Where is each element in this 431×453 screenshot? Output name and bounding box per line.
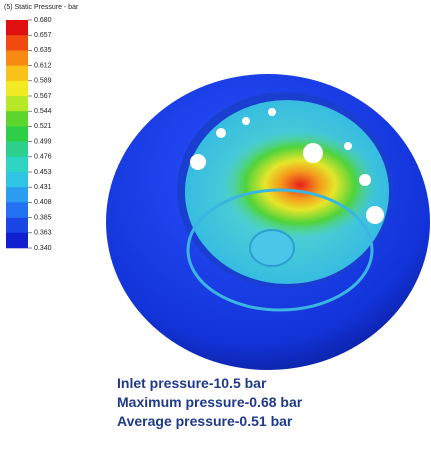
caption: Inlet pressure-10.5 bar <box>117 375 267 391</box>
legend-label: 0.499 <box>34 138 52 145</box>
color-band <box>6 172 28 188</box>
color-band <box>6 202 28 218</box>
color-band <box>6 20 28 36</box>
color-band <box>6 96 28 112</box>
legend-label: 0.363 <box>34 230 52 237</box>
color-band <box>6 111 28 127</box>
legend-label: 0.635 <box>34 47 52 54</box>
legend-label: 0.589 <box>34 78 52 85</box>
color-band <box>6 218 28 234</box>
color-band <box>6 157 28 173</box>
legend: 0.680 0.657 0.635 0.612 0.589 0.567 0.544 0.521… <box>6 17 52 252</box>
legend-label: 0.453 <box>34 169 52 176</box>
legend-label: 0.476 <box>34 154 52 161</box>
caption: Maximum pressure-0.68 bar <box>117 394 303 410</box>
color-band <box>6 50 28 66</box>
legend-label: 0.521 <box>34 123 52 130</box>
wheel <box>106 74 430 370</box>
legend-label: 0.431 <box>34 184 52 191</box>
legend-label: 0.385 <box>34 214 52 221</box>
color-band <box>6 35 28 51</box>
color-band <box>6 233 28 249</box>
color-band <box>6 126 28 141</box>
color-band <box>6 66 28 82</box>
legend-label: 0.340 <box>34 245 52 252</box>
color-band <box>6 142 28 158</box>
contour-view: (5) Static Pressure - bar 0.680 0.657 0.63… <box>0 0 431 453</box>
legend-label: 0.612 <box>34 62 52 69</box>
legend-label: 0.408 <box>34 199 52 206</box>
legend-label: 0.567 <box>34 93 52 100</box>
color-band <box>6 187 28 203</box>
legend-label: 0.657 <box>34 32 52 39</box>
legend-label: 0.544 <box>34 108 52 115</box>
caption: Average pressure-0.51 bar <box>117 413 293 429</box>
legend-label: 0.680 <box>34 17 52 24</box>
screenshot: (5) Static Pressure - bar 0.680 0.657 0.63… <box>0 0 431 453</box>
captions: Inlet pressure-10.5 bar Maximum pressure-… <box>117 375 303 429</box>
legend-title: (5) Static Pressure - bar <box>4 4 79 11</box>
color-band <box>6 81 28 97</box>
